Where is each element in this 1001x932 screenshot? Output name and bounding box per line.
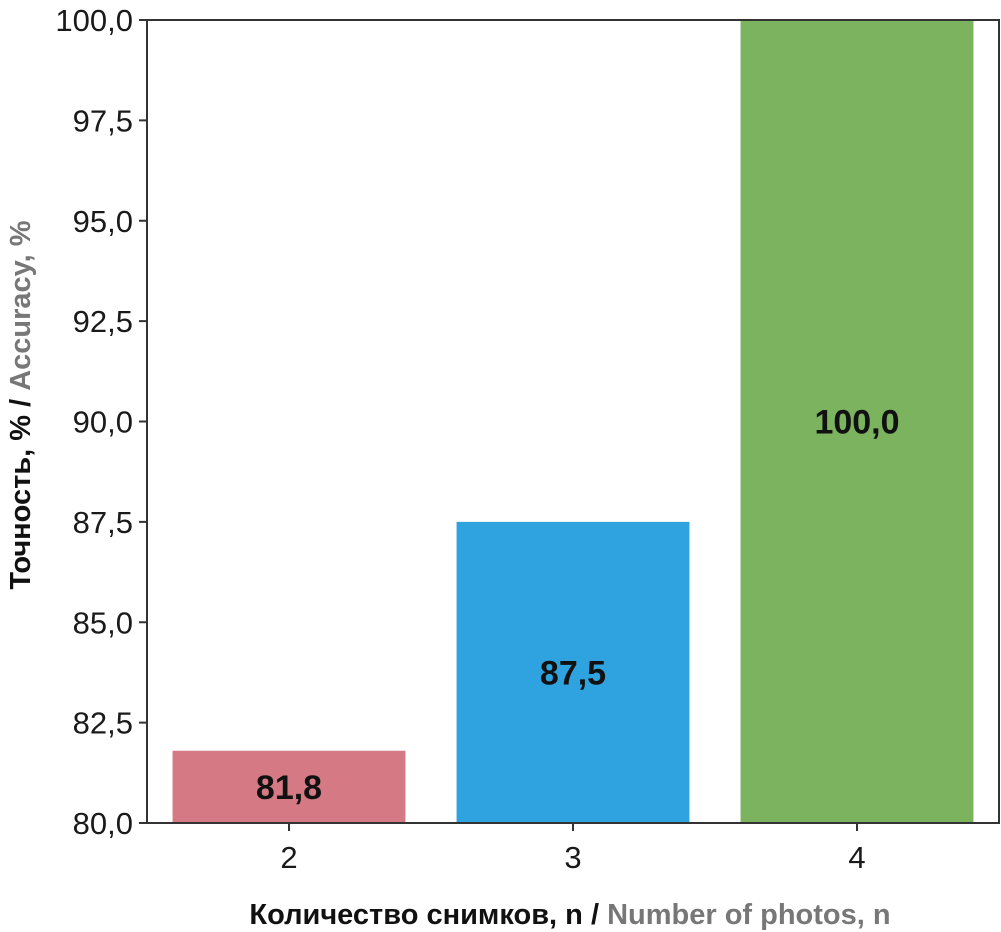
bar-value-label: 81,8: [256, 769, 322, 807]
y-axis-title: Точность, % / Accuracy, %: [5, 220, 37, 589]
x-axis-title-secondary: Number of photos, n: [607, 899, 891, 931]
bars-group: [172, 20, 974, 823]
y-tick-label: 82,5: [73, 706, 133, 741]
bar-4: [740, 20, 974, 823]
y-axis: 80,0 82,5 85,0 87,5 90,0 92,5 95,0 97,5 100,0: [55, 3, 147, 841]
y-axis-title-secondary: Accuracy, %: [5, 220, 37, 391]
x-axis: 2 3 4: [280, 823, 866, 875]
y-tick-label: 87,5: [73, 505, 133, 540]
x-tick-label: 2: [280, 840, 297, 875]
bar-labels-group: 81,8 87,5 100,0: [256, 404, 900, 807]
x-tick-label: 4: [848, 840, 865, 875]
x-axis-title: Количество снимков, n / Number of photos…: [249, 899, 890, 931]
bar-value-label: 100,0: [814, 404, 899, 442]
x-axis-title-primary: Количество снимков, n /: [249, 899, 607, 931]
y-tick-label: 92,5: [73, 304, 133, 339]
y-tick-label: 80,0: [73, 806, 133, 841]
y-tick-label: 95,0: [73, 204, 133, 239]
bar-3: [456, 521, 690, 823]
bar-2: [172, 750, 406, 823]
y-tick-label: 97,5: [73, 103, 133, 138]
bar-value-label: 87,5: [540, 654, 606, 692]
y-axis-title-primary: Точность, % /: [5, 391, 37, 590]
x-tick-label: 3: [564, 840, 581, 875]
y-tick-label: 100,0: [55, 3, 133, 38]
y-tick-label: 85,0: [73, 605, 133, 640]
y-tick-label: 90,0: [73, 405, 133, 440]
